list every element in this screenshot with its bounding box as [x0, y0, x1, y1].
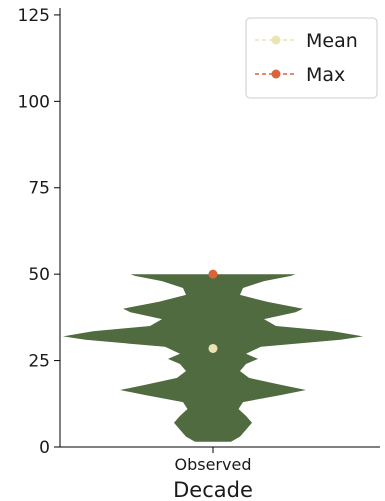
legend-label-mean: Mean [306, 30, 358, 52]
y-tick-label: 100 [18, 92, 50, 112]
y-tick-label: 50 [28, 265, 50, 285]
legend-marker-max [271, 69, 281, 79]
y-tick-label: 125 [18, 6, 50, 26]
y-tick-label: 0 [39, 438, 50, 458]
x-axis-label: Decade [173, 478, 253, 501]
legend: Mean Max [245, 17, 378, 99]
y-tick-label: 75 [28, 179, 50, 199]
legend-label-max: Max [306, 64, 345, 86]
violin-body [63, 274, 363, 442]
legend-marker-mean [271, 35, 281, 45]
y-tick-label: 25 [28, 352, 50, 372]
marker-mean [208, 343, 218, 353]
x-tick-label: Observed [175, 455, 252, 474]
marker-max [208, 269, 218, 279]
